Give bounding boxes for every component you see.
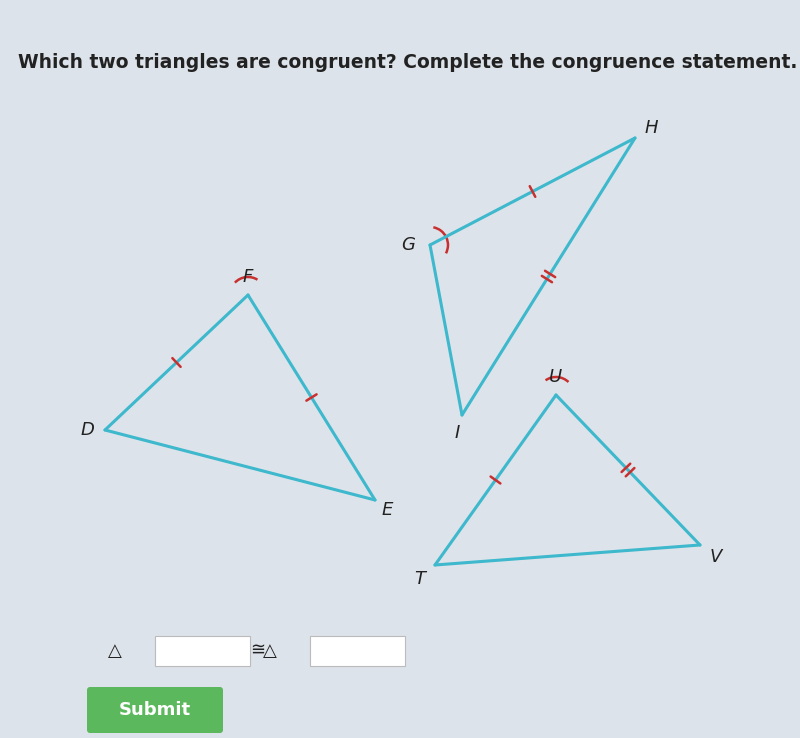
- Text: ≅: ≅: [250, 642, 266, 660]
- Text: Which two triangles are congruent? Complete the congruence statement.: Which two triangles are congruent? Compl…: [18, 52, 798, 72]
- Text: F: F: [243, 268, 253, 286]
- FancyBboxPatch shape: [87, 687, 223, 733]
- Text: U: U: [550, 368, 562, 386]
- Text: G: G: [401, 236, 415, 254]
- FancyBboxPatch shape: [155, 636, 250, 666]
- Text: D: D: [80, 421, 94, 439]
- Text: E: E: [382, 501, 393, 519]
- Text: △: △: [108, 642, 122, 660]
- Text: T: T: [414, 570, 426, 588]
- Text: △: △: [263, 642, 277, 660]
- Text: V: V: [710, 548, 722, 566]
- Text: H: H: [644, 119, 658, 137]
- Text: Submit: Submit: [119, 701, 191, 719]
- Text: I: I: [454, 424, 460, 442]
- FancyBboxPatch shape: [310, 636, 405, 666]
